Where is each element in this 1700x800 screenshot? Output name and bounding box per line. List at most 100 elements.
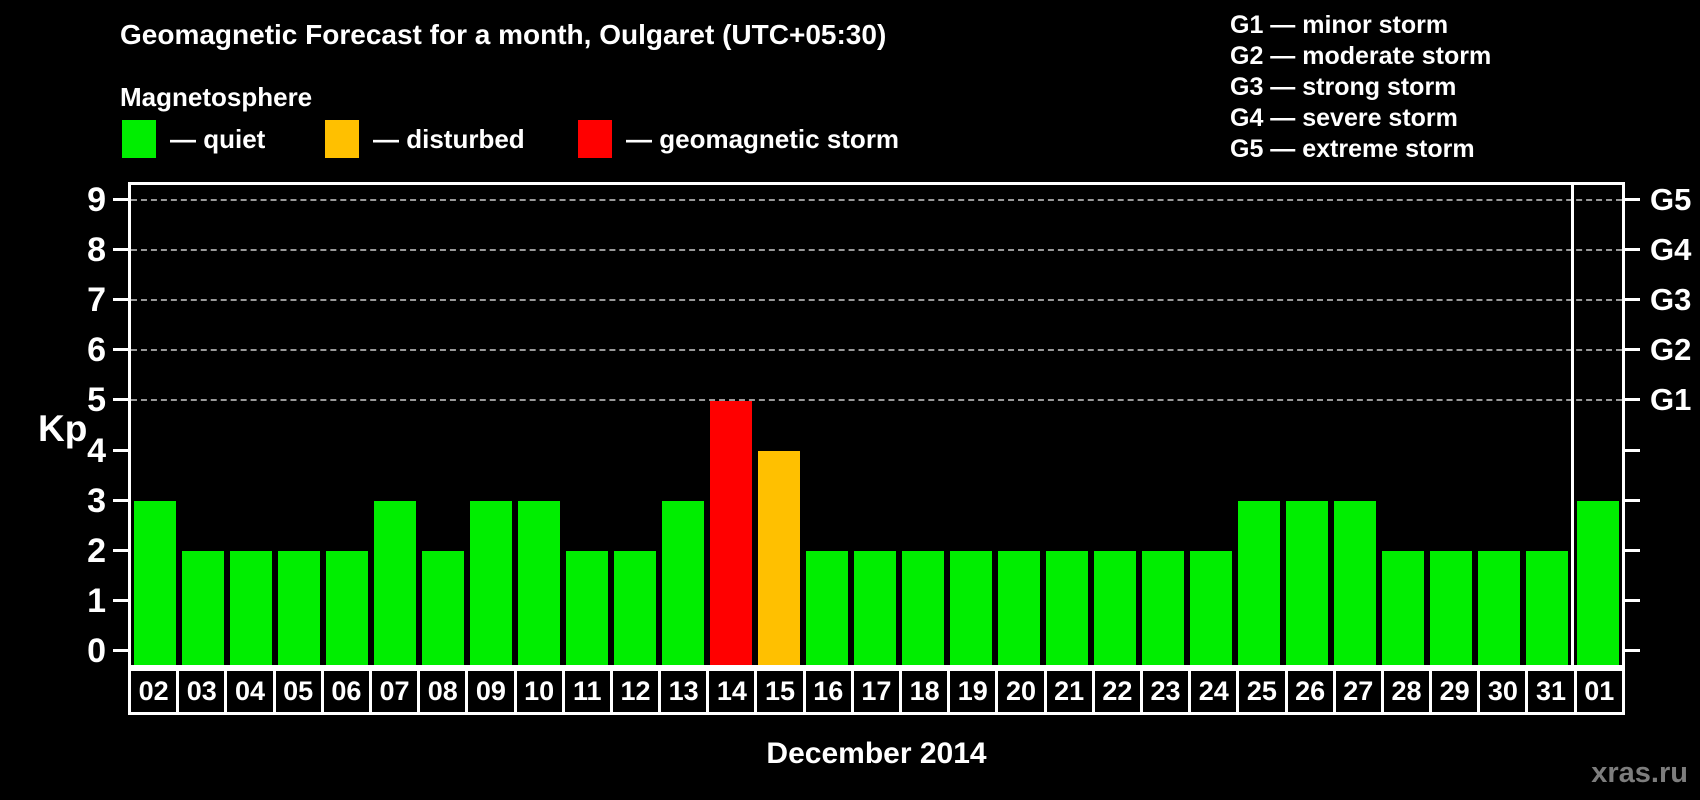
kp-bar-day-22 [1094, 550, 1136, 665]
day-label-04: 04 [224, 668, 276, 715]
day-label-27: 27 [1332, 668, 1384, 715]
y-axis-tick-right [1625, 498, 1640, 502]
plot-area [128, 182, 1625, 668]
y-axis-tick-left [113, 548, 128, 552]
disturbed-color-swatch [325, 120, 359, 158]
legend-item-label: — disturbed [373, 123, 525, 154]
kp-bar-day-06 [326, 550, 368, 665]
g3-legend-line: G3 — strong storm [1230, 73, 1457, 101]
bar-slot-30 [1475, 185, 1523, 665]
y-axis-tick-right [1625, 298, 1640, 302]
day-label-12: 12 [609, 668, 662, 715]
legend-item-label: — quiet [170, 123, 266, 154]
legend-item-quiet: — quiet [122, 120, 265, 158]
y-axis-tick-left [113, 498, 128, 502]
kp-bar-day-18 [902, 550, 944, 665]
g1-legend-line: G1 — minor storm [1230, 11, 1449, 39]
bar-slot-25 [1235, 185, 1283, 665]
day-label-21: 21 [1043, 668, 1095, 715]
day-label-14: 14 [706, 668, 758, 715]
kp-bar-day-30 [1478, 550, 1520, 665]
g2-legend-line: G2 — moderate storm [1230, 42, 1492, 70]
day-label-22: 22 [1091, 668, 1143, 715]
kp-bar-day-15 [758, 450, 800, 665]
legend-item-storm: — geomagnetic storm [578, 120, 899, 158]
dashed-gridline-kp5 [131, 399, 1622, 402]
y-axis-tick-left [113, 598, 128, 602]
day-label-31: 31 [1525, 668, 1577, 715]
bar-slot-31 [1523, 185, 1571, 665]
day-label-20: 20 [995, 668, 1047, 715]
y-axis-tick-left [113, 248, 128, 252]
y-axis-tick-left [113, 448, 128, 452]
y-tick-label: 6 [87, 331, 106, 370]
day-label-23: 23 [1139, 668, 1192, 715]
bar-slot-28 [1379, 185, 1427, 665]
day-label-01: 01 [1573, 668, 1625, 715]
day-label-28: 28 [1380, 668, 1433, 715]
kp-bar-day-02 [134, 500, 176, 665]
storm-color-swatch [578, 120, 612, 158]
day-label-24: 24 [1188, 668, 1240, 715]
day-label-15: 15 [754, 668, 806, 715]
x-axis-day-labels: 02 03 04 05 06 07 08 09 10 11 12 13 14 15 16 17 18 19 20 21… [128, 668, 1625, 715]
y-tick-label: 4 [87, 431, 106, 470]
kp-bar-day-25 [1238, 500, 1280, 665]
bar-slot-02 [131, 185, 179, 665]
kp-bar-day-01 [1577, 500, 1619, 665]
bar-slot-19 [947, 185, 995, 665]
day-label-08: 08 [417, 668, 469, 715]
bar-slot-23 [1139, 185, 1187, 665]
kp-bar-day-29 [1430, 550, 1472, 665]
day-label-13: 13 [658, 668, 710, 715]
y-axis-tick-left [113, 398, 128, 402]
bar-slot-09 [467, 185, 515, 665]
g-scale-label-g5: G5 [1650, 182, 1692, 217]
watermark: xras.ru [1591, 757, 1688, 789]
y-axis-tick-left [113, 348, 128, 352]
y-axis-tick-left [113, 298, 128, 302]
kp-bar-day-10 [518, 500, 560, 665]
legend-item-disturbed: — disturbed [325, 120, 525, 158]
day-label-29: 29 [1429, 668, 1481, 715]
y-tick-label: 9 [87, 181, 106, 219]
day-label-07: 07 [368, 668, 421, 715]
y-tick-label: 5 [87, 381, 106, 420]
day-label-30: 30 [1477, 668, 1529, 715]
y-axis-tick-right [1625, 198, 1640, 201]
y-axis-tick-right [1625, 348, 1640, 352]
bar-slot-10 [515, 185, 563, 665]
day-label-19: 19 [947, 668, 999, 715]
bar-slot-29 [1427, 185, 1475, 665]
day-label-25: 25 [1236, 668, 1288, 715]
g4-legend-line: G4 — severe storm [1230, 104, 1458, 132]
y-axis-title: Kp [38, 408, 88, 449]
bar-slot-01 [1571, 185, 1622, 665]
dashed-gridline-kp7 [131, 299, 1622, 302]
kp-bar-day-13 [662, 500, 704, 665]
day-label-11: 11 [561, 668, 613, 715]
kp-bar-day-27 [1334, 500, 1376, 665]
kp-bar-day-09 [470, 500, 512, 665]
kp-bar-day-04 [230, 550, 272, 665]
bar-slot-05 [275, 185, 323, 665]
y-axis-tick-right [1625, 248, 1640, 252]
kp-bar-day-26 [1286, 500, 1328, 665]
y-axis-tick-right [1625, 648, 1640, 652]
g-scale-label-g3: G3 [1650, 282, 1692, 318]
x-axis-title: December 2014 [766, 737, 987, 770]
bar-slot-20 [995, 185, 1043, 665]
dashed-gridline-kp8 [131, 249, 1622, 252]
kp-bar-day-16 [806, 550, 848, 665]
y-axis-tick-left [113, 648, 128, 652]
y-tick-label: 7 [87, 281, 106, 320]
bar-slot-11 [563, 185, 611, 665]
bar-slot-06 [323, 185, 371, 665]
bar-slot-12 [611, 185, 659, 665]
day-label-05: 05 [272, 668, 324, 715]
bar-slot-15 [755, 185, 803, 665]
bar-slot-14 [707, 185, 755, 665]
day-label-18: 18 [899, 668, 951, 715]
day-label-17: 17 [850, 668, 902, 715]
bar-slot-07 [371, 185, 419, 665]
